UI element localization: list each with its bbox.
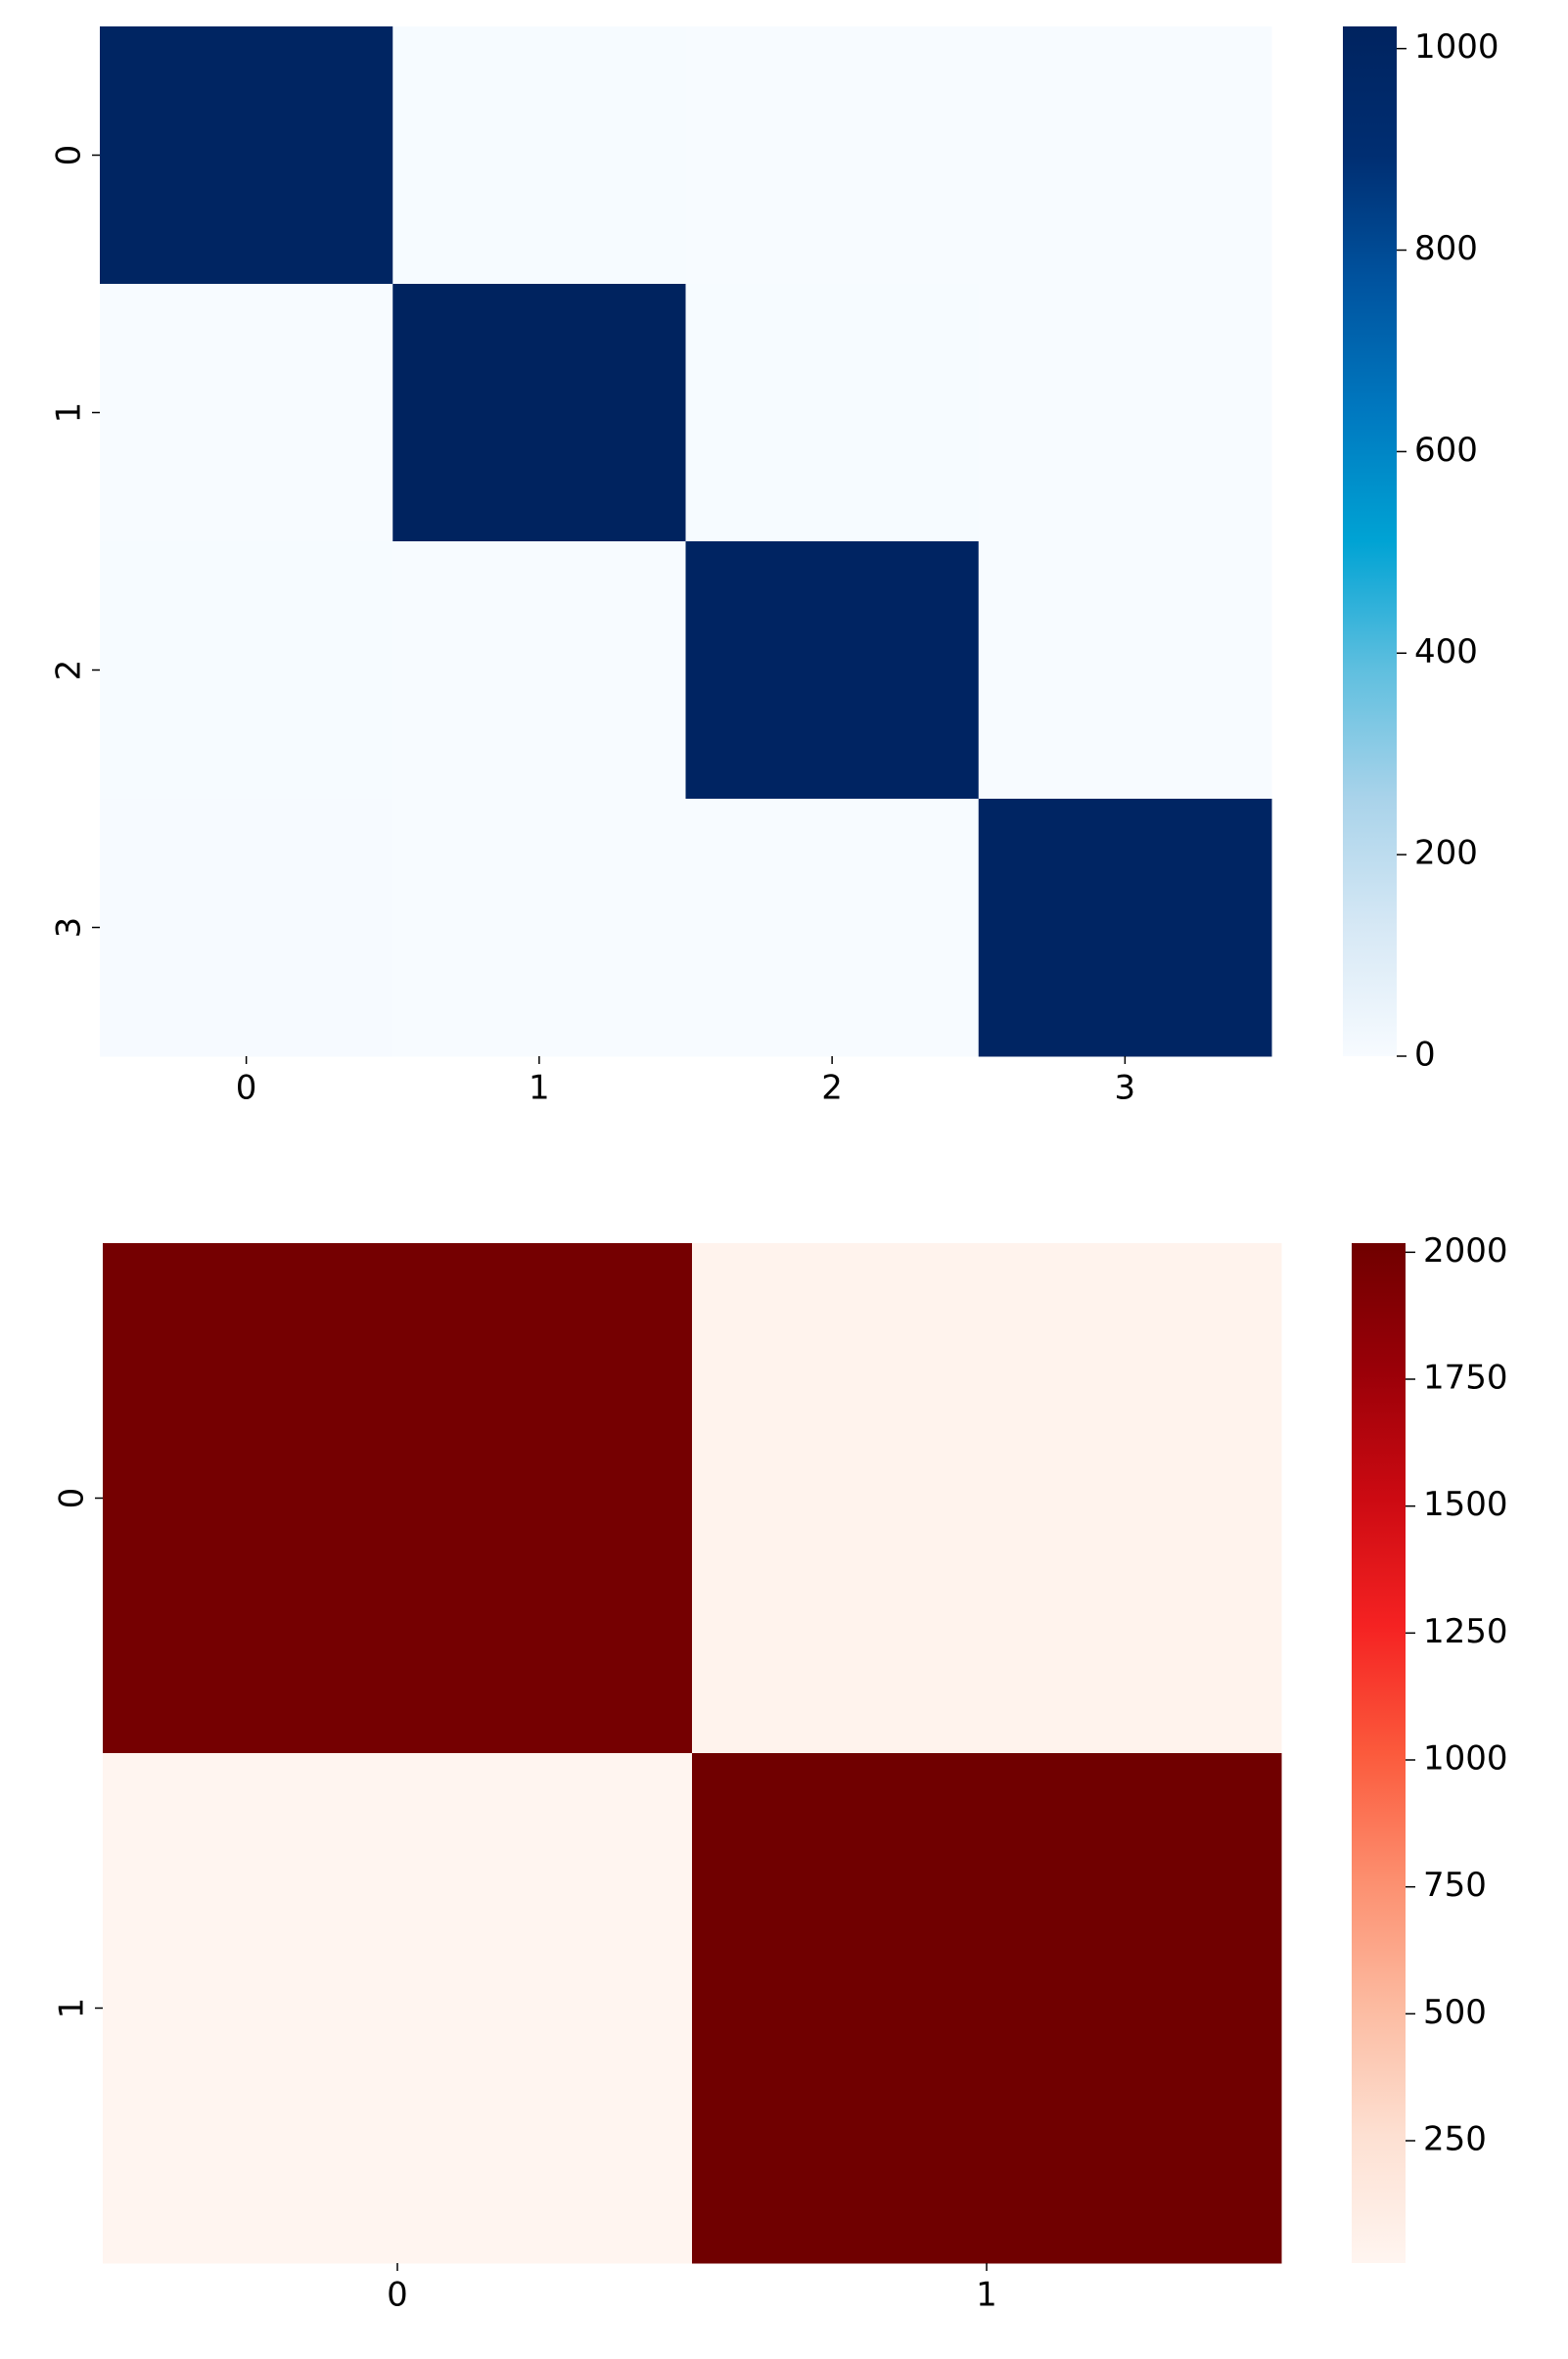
x-tick-label: 0 (387, 2276, 408, 2315)
y-tick-label: 2 (50, 660, 89, 681)
colorbar-tick-label: 750 (1423, 1866, 1487, 1905)
colorbar (1352, 1243, 1406, 2263)
colorbar-tick-label: 1000 (1423, 1739, 1508, 1779)
x-tick-label: 1 (529, 1069, 550, 1108)
x-tick-label: 1 (976, 2276, 997, 2315)
heatmap-cell (103, 1753, 693, 2264)
heatmap-cell (685, 541, 980, 800)
heatmap-cell (978, 284, 1272, 542)
heatmap-cell (685, 26, 980, 285)
heatmap-cell (103, 1243, 693, 1754)
heatmap-cell (100, 26, 393, 285)
y-tick-label: 1 (53, 1998, 92, 2019)
heatmap-cell (100, 284, 393, 542)
colorbar-tick-label: 2000 (1423, 1231, 1508, 1271)
heatmap-cell (392, 26, 686, 285)
y-tick-label: 1 (50, 402, 89, 424)
heatmap-cell (685, 799, 980, 1057)
heatmap-cell (692, 1243, 1282, 1754)
heatmap-cell (685, 284, 980, 542)
heatmap-cell (978, 799, 1272, 1057)
y-tick-label: 0 (50, 145, 89, 166)
colorbar-tick-label: 600 (1414, 431, 1478, 470)
colorbar-tick-label: 1000 (1414, 27, 1499, 67)
colorbar-tick-label: 800 (1414, 229, 1478, 268)
colorbar-tick-label: 200 (1414, 834, 1478, 873)
x-tick-label: 3 (1115, 1069, 1136, 1108)
colorbar-tick-label: 1500 (1423, 1485, 1508, 1524)
y-tick-label: 0 (53, 1488, 92, 1509)
heatmap-cell (392, 284, 686, 542)
y-tick-label: 3 (50, 917, 89, 939)
colorbar-tick-label: 1250 (1423, 1612, 1508, 1651)
heatmap-cell (978, 26, 1272, 285)
colorbar-tick-label: 0 (1414, 1036, 1436, 1075)
heatmap-cell (100, 799, 393, 1057)
heatmap-cell (392, 799, 686, 1057)
colorbar (1343, 26, 1397, 1056)
heatmap-cell (392, 541, 686, 800)
colorbar-tick-label: 500 (1423, 1993, 1487, 2032)
colorbar-tick-label: 250 (1423, 2120, 1487, 2159)
x-tick-label: 2 (821, 1069, 843, 1108)
heatmap-cell (100, 541, 393, 800)
colorbar-tick-label: 1750 (1423, 1359, 1508, 1398)
heatmap-cell (978, 541, 1272, 800)
x-tick-label: 0 (236, 1069, 257, 1108)
heatmap-cell (692, 1753, 1282, 2264)
colorbar-tick-label: 400 (1414, 632, 1478, 671)
